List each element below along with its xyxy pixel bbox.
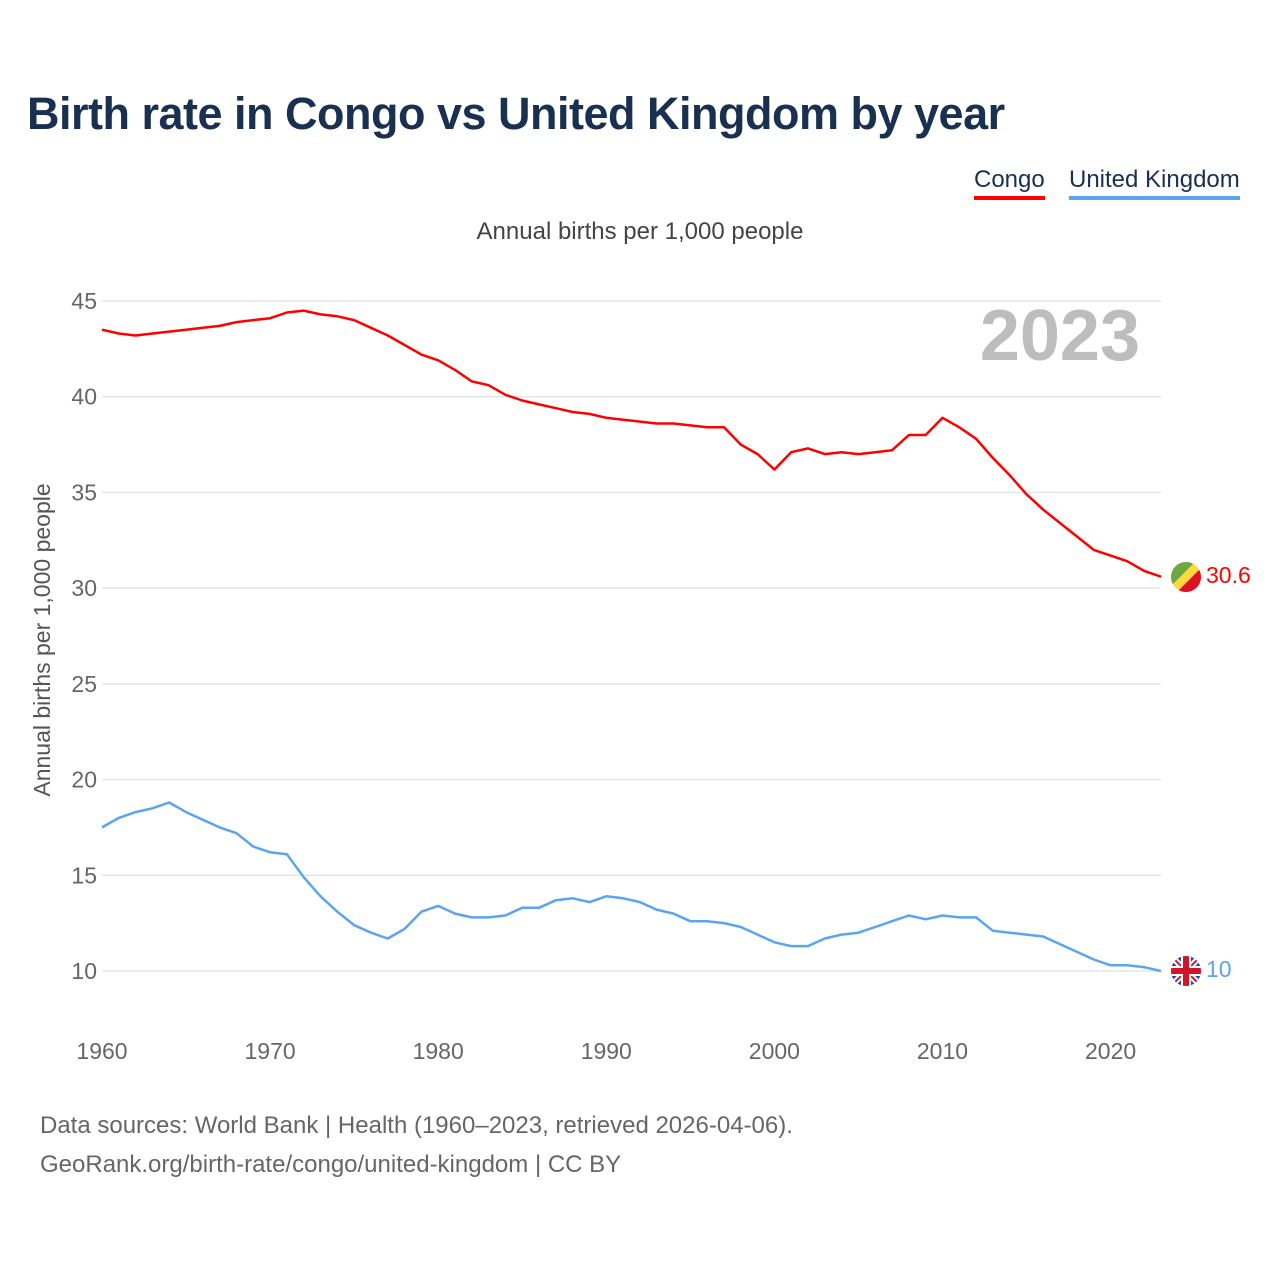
y-tick-label: 20 — [71, 767, 97, 793]
source-line: Data sources: World Bank | Health (1960–… — [40, 1112, 793, 1139]
congo-series-line — [101, 309, 1162, 578]
x-tick-label: 2010 — [917, 1038, 968, 1064]
y-tick-label: 40 — [71, 384, 97, 410]
y-axis-title: Annual births per 1,000 people — [29, 483, 55, 796]
uk-end-label: 10 — [1206, 956, 1232, 982]
uk-series-line — [101, 801, 1162, 973]
y-tick-label: 25 — [71, 671, 97, 697]
chart-title: Birth rate in Congo vs United Kingdom by… — [27, 88, 1005, 139]
source-link[interactable]: GeoRank.org/birth-rate/congo/united-king… — [40, 1151, 622, 1178]
y-tick-label: 15 — [71, 862, 97, 888]
chart-subtitle: Annual births per 1,000 people — [476, 218, 804, 245]
y-tick-label: 45 — [71, 288, 97, 314]
legend-united-kingdom[interactable]: United Kingdom — [1069, 166, 1240, 200]
uk-flag-icon — [1171, 956, 1201, 986]
year-watermark: 2023 — [980, 296, 1140, 376]
x-tick-label: 1960 — [76, 1038, 127, 1064]
legend-congo[interactable]: Congo — [974, 166, 1045, 200]
congo-flag-icon — [1171, 562, 1201, 592]
x-tick-label: 1970 — [245, 1038, 296, 1064]
x-tick-label: 1980 — [413, 1038, 464, 1064]
data-source-note: Data sources: World Bank | Health (1960–… — [40, 1106, 793, 1184]
congo-end-label: 30.6 — [1206, 562, 1251, 588]
y-tick-label: 35 — [71, 479, 97, 505]
x-tick-label: 2020 — [1085, 1038, 1136, 1064]
y-tick-label: 10 — [71, 958, 97, 984]
x-tick-label: 1990 — [581, 1038, 632, 1064]
x-tick-label: 2000 — [749, 1038, 800, 1064]
y-tick-label: 30 — [71, 575, 97, 601]
